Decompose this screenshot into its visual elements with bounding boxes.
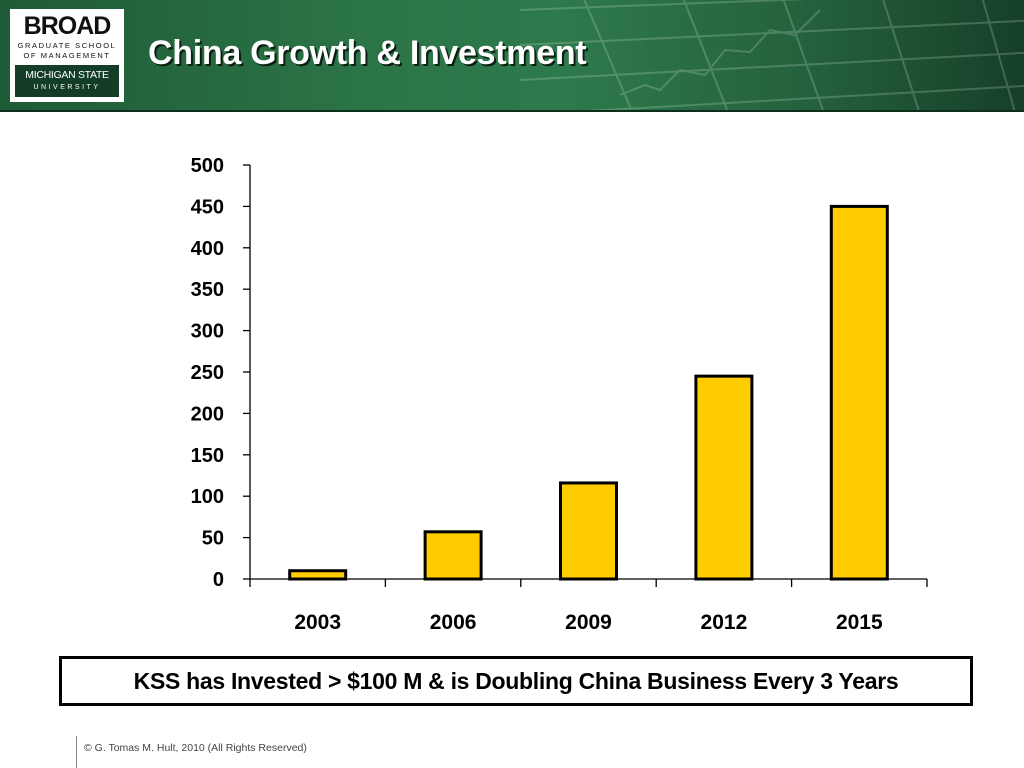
footer-divider [76,736,77,768]
header-bottom-rule [0,110,1024,112]
y-tick-label-350: 350 [191,279,224,301]
logo-line-2: OF MANAGEMENT [23,51,111,60]
y-tick-label-250: 250 [191,362,224,384]
logo-school-name: BROAD [23,12,112,40]
x-tick-label-2009: 2009 [565,611,612,634]
x-tick-label-2015: 2015 [836,611,883,634]
y-tick-label-450: 450 [191,196,224,218]
copyright-footer: © G. Tomas M. Hult, 2010 (All Rights Res… [84,742,307,754]
logo-university-block: MICHIGAN STATE UNIVERSITY [15,65,119,97]
bar-2009 [559,481,618,581]
logo-line-1: GRADUATE SCHOOL [17,41,117,50]
bar-chart: 0 50 100 150 200 250 300 350 400 450 500 2003 2006 20… [191,155,928,634]
logo-university-sub: UNIVERSITY [33,84,101,91]
y-tick-label-100: 100 [191,486,224,508]
x-tick-label-2003: 2003 [294,611,341,634]
broad-msu-logo: BROAD GRADUATE SCHOOL OF MANAGEMENT MICH… [10,9,124,102]
y-tick-label-50: 50 [202,528,224,550]
bar-2012 [694,374,754,581]
bar-2006 [423,530,483,581]
slide-header [0,0,1024,112]
bar-2015 [829,204,889,581]
x-tick-label-2006: 2006 [430,611,477,634]
y-tick-label-200: 200 [191,403,224,425]
y-tick-label-500: 500 [191,155,224,177]
y-tick-label-150: 150 [191,445,224,467]
callout-text: KSS has Invested > $100 M & is Doubling … [133,667,899,694]
y-tick-label-0: 0 [213,569,224,591]
logo-university-name: MICHIGAN STATE [25,69,109,81]
y-tick-label-400: 400 [191,238,224,260]
callout-box: KSS has Invested > $100 M & is Doubling … [59,656,973,706]
x-tick-label-2012: 2012 [701,611,748,634]
y-tick-label-300: 300 [191,321,224,343]
bar-2003 [288,569,348,581]
slide-title: China Growth & Investment [148,34,587,72]
